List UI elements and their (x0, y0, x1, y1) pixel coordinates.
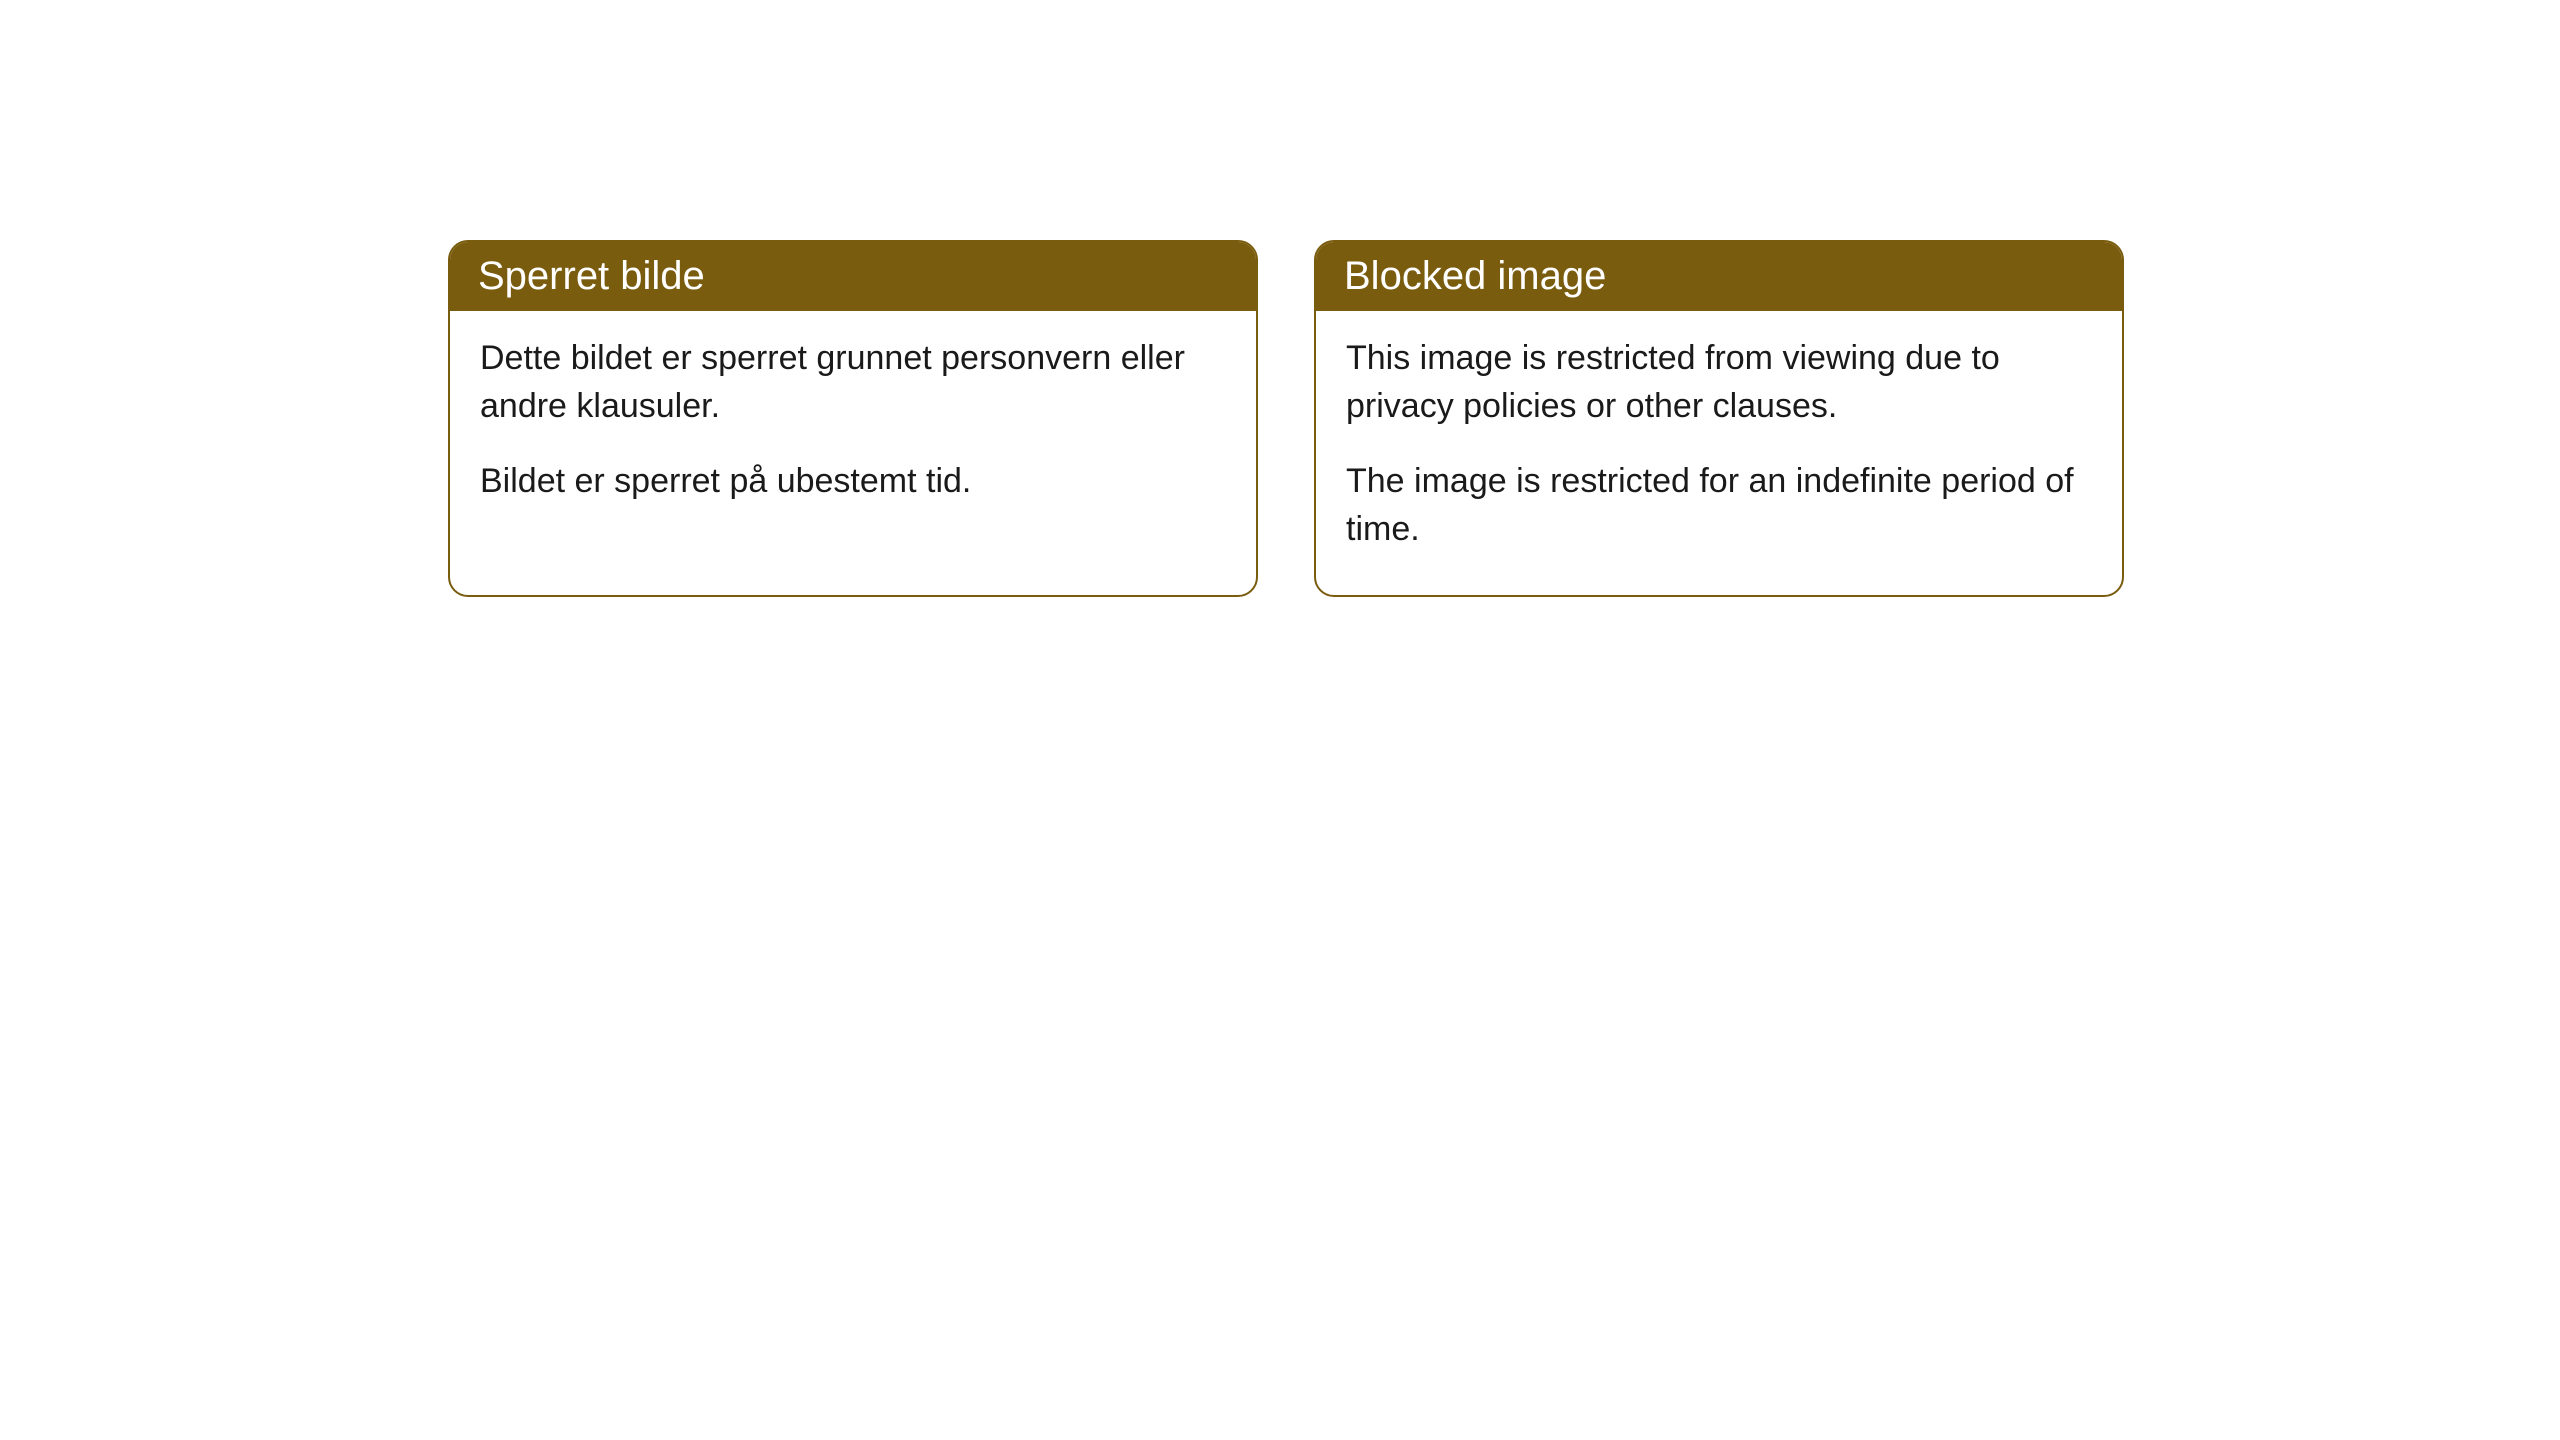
card-header-en: Blocked image (1316, 242, 2122, 311)
card-text-no-1: Dette bildet er sperret grunnet personve… (480, 335, 1226, 430)
card-text-no-2: Bildet er sperret på ubestemt tid. (480, 458, 1226, 506)
card-text-en-2: The image is restricted for an indefinit… (1346, 458, 2092, 553)
card-header-no: Sperret bilde (450, 242, 1256, 311)
card-text-en-1: This image is restricted from viewing du… (1346, 335, 2092, 430)
blocked-image-card-no: Sperret bilde Dette bildet er sperret gr… (448, 240, 1258, 597)
card-title-en: Blocked image (1344, 254, 1606, 298)
card-container: Sperret bilde Dette bildet er sperret gr… (0, 0, 2560, 597)
card-body-en: This image is restricted from viewing du… (1316, 311, 2122, 595)
blocked-image-card-en: Blocked image This image is restricted f… (1314, 240, 2124, 597)
card-title-no: Sperret bilde (478, 254, 705, 298)
card-body-no: Dette bildet er sperret grunnet personve… (450, 311, 1256, 548)
